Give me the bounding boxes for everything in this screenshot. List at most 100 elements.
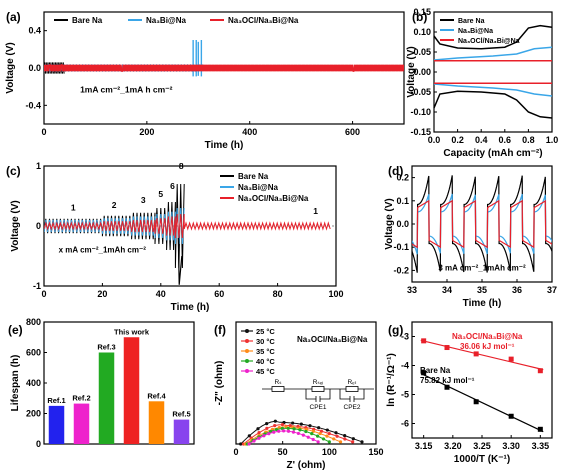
legend-marker [245, 339, 249, 343]
y-tick-label: 0.15 [413, 7, 431, 17]
data-point [262, 434, 266, 438]
x-tick-label: 0.2 [451, 135, 464, 145]
legend-marker [245, 349, 249, 353]
y-tick-label: -0.10 [410, 107, 431, 117]
current-density-label: 8 [179, 161, 184, 171]
x-tick-label: 1.0 [546, 135, 559, 145]
data-point [343, 434, 347, 438]
data-point [291, 421, 295, 425]
data-point [351, 440, 355, 444]
x-tick-label: 3.15 [415, 441, 433, 451]
bar [173, 419, 190, 444]
legend-entry: Na₃OCl/Na₃Bi@Na [458, 38, 520, 45]
data-point [277, 425, 281, 430]
data-point [239, 442, 243, 446]
test-condition: 1mA cm⁻²_1mA h cm⁻² [80, 84, 173, 94]
bar-label: Ref.3 [97, 343, 115, 352]
x-tick-label: 3.25 [473, 441, 491, 451]
x-axis-label: Time (h) [463, 298, 502, 309]
data-point [310, 432, 314, 436]
data-point [308, 424, 312, 428]
series-line [433, 24, 553, 50]
x-tick-label: 3.20 [444, 441, 462, 451]
x-tick-label: 200 [139, 127, 154, 137]
y-tick-label: -0.15 [410, 127, 431, 137]
x-tick-label: 35 [477, 285, 487, 295]
x-tick-label: 0 [41, 289, 46, 299]
legend-entry: Na₃Bi@Na [146, 16, 187, 25]
test-condition: x mA cm⁻²_1mAh cm⁻² [59, 245, 147, 254]
legend-entry: 35 °C [256, 347, 275, 356]
y-axis-label: Voltage (V) [384, 198, 395, 249]
x-tick-label: 0 [41, 127, 46, 137]
y-tick-label: -0.2 [393, 265, 409, 275]
series-line [44, 213, 331, 239]
panel-label: (c) [6, 164, 21, 178]
data-point [321, 437, 326, 441]
data-point [351, 437, 355, 441]
panel-label: (f) [214, 323, 226, 337]
panel-e: (e) 0 200 400 600 800 Lifespan (h) Ref.1 Ref.2 Re… [8, 317, 195, 449]
data-point [286, 429, 291, 433]
data-point [288, 424, 292, 428]
y-axis-label: Voltage (V) [5, 42, 16, 93]
y-tick-label: 0.0 [396, 219, 409, 229]
current-density-label: 1 [71, 202, 76, 212]
data-point [319, 429, 324, 433]
current-density-label: 2 [112, 200, 117, 210]
y-tick-label: 0.00 [413, 67, 431, 77]
test-condition: 3 mA cm⁻²_1mAh cm⁻² [438, 263, 526, 272]
panel-d: (d) 33 34 35 36 37 0.2 0.1 0.0 -0.1 -0.2 Time (h) Vo… [384, 164, 557, 309]
data-point [247, 442, 251, 446]
data-point [267, 432, 271, 436]
panel-b: (b) 0.0 0.2 0.4 0.6 0.8 1.0 0.15 0.10 0.05 0.00 -0.… [406, 7, 558, 159]
legend-entry: Na₃Bi@Na [458, 28, 493, 35]
legend-entry: 25 °C [256, 327, 275, 336]
x-tick-label: 3.30 [502, 441, 520, 451]
data-point [444, 384, 450, 390]
resistor [345, 386, 359, 392]
data-point [537, 368, 543, 374]
circuit-label: Rₑₜ [347, 379, 356, 386]
series-name: Na₃OCl/Na₃Bi@Na [452, 332, 523, 341]
bar-label: Ref.2 [72, 394, 90, 403]
legend-entry: Na₃OCl/Na₃Bi@Na [238, 194, 309, 203]
data-point [325, 434, 329, 438]
panel-label: (b) [412, 10, 427, 24]
data-point [508, 356, 514, 362]
data-point [335, 434, 339, 438]
data-point [273, 424, 277, 428]
y-tick-label: 0.0 [28, 63, 41, 73]
data-point [316, 440, 320, 444]
data-point [286, 426, 290, 431]
data-point [327, 440, 331, 444]
legend-entry: 30 °C [256, 337, 275, 346]
data-point [257, 431, 261, 435]
data-point [332, 437, 336, 441]
data-point [280, 423, 285, 427]
series-line [433, 46, 553, 61]
bar-label: Ref.5 [172, 410, 190, 419]
x-axis-label: Z' (ohm) [286, 460, 325, 470]
bar [123, 337, 140, 444]
y-tick-label: 0 [36, 221, 41, 231]
constant-phase-element [339, 389, 365, 402]
data-point [256, 427, 260, 431]
x-axis-label: Capacity (mAh cm⁻²) [443, 148, 542, 159]
data-point [257, 436, 261, 440]
circuit-label: CPE1 [310, 404, 327, 411]
bar-label: Ref.1 [47, 396, 65, 405]
y-tick-label: 0.10 [413, 27, 431, 37]
data-point [473, 399, 479, 405]
series-line [412, 199, 552, 249]
bar [48, 405, 65, 444]
activation-energy: 36.06 kJ mol⁻¹ [460, 342, 515, 351]
x-tick-label: 50 [278, 447, 288, 457]
bar [73, 403, 90, 444]
legend-entry: Na₃Bi@Na [238, 183, 279, 192]
legend-entry: Bare Na [238, 172, 269, 181]
plot-frame [43, 321, 195, 445]
x-axis-label: Time (h) [171, 302, 210, 313]
x-tick-label: 3.35 [532, 441, 550, 451]
